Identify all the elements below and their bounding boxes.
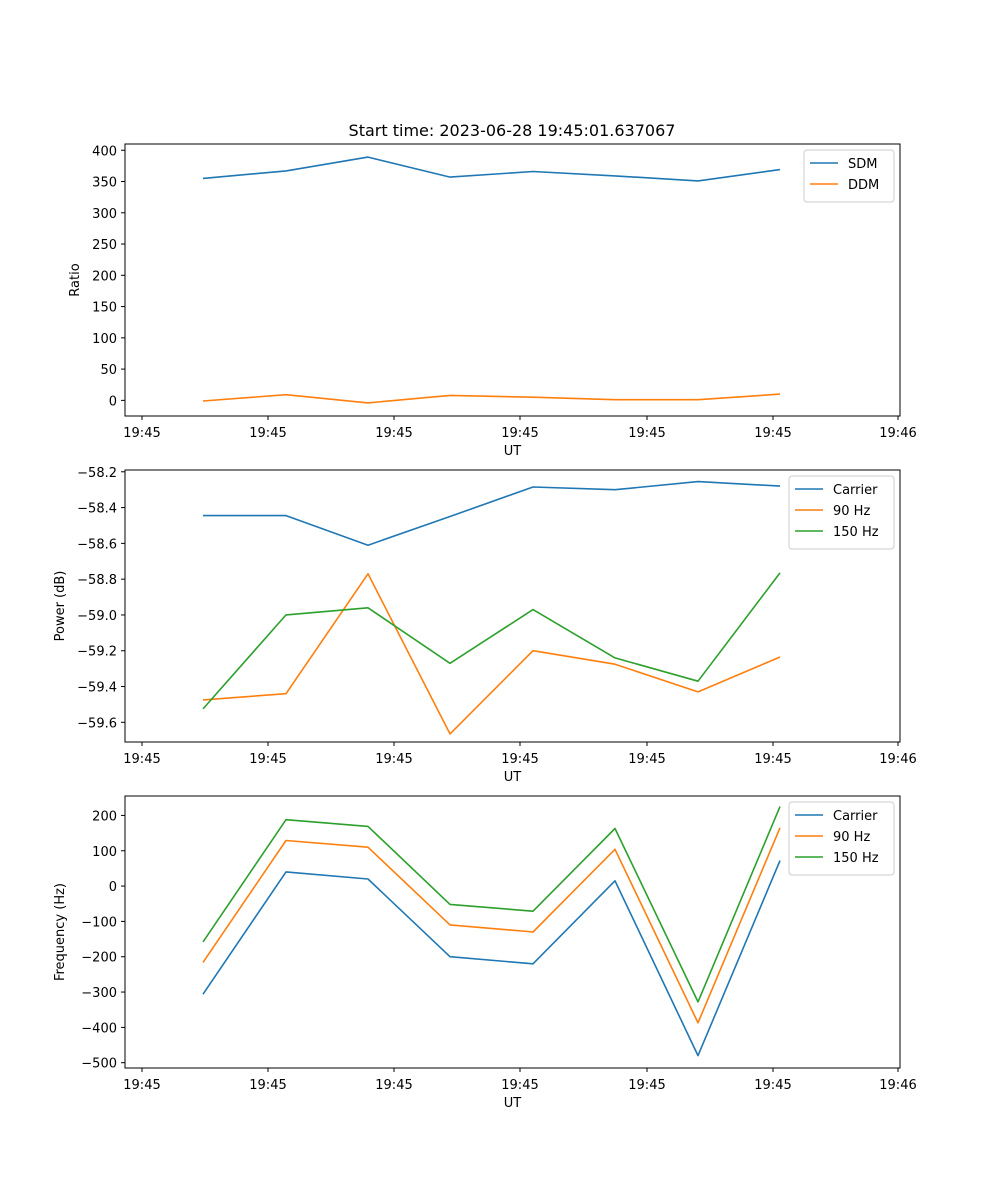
y-tick-label: −59.0 xyxy=(77,609,117,624)
legend-label: 150 Hz xyxy=(833,851,879,866)
x-tick-label: 19:45 xyxy=(501,426,538,441)
y-tick-label: 100 xyxy=(92,332,117,347)
x-tick-label: 19:45 xyxy=(375,752,412,767)
x-tick-label: 19:45 xyxy=(628,426,665,441)
y-tick-label: 300 xyxy=(92,207,117,222)
x-tick-label: 19:45 xyxy=(628,752,665,767)
x-tick-label: 19:45 xyxy=(754,426,791,441)
y-tick-label: −58.4 xyxy=(77,502,117,517)
series-line-150-hz xyxy=(202,806,781,1003)
y-tick-label: 100 xyxy=(92,845,117,860)
legend-label: 90 Hz xyxy=(833,830,870,845)
y-tick-label: −59.6 xyxy=(77,716,117,731)
y-tick-label: −100 xyxy=(81,915,117,930)
x-tick-label: 19:45 xyxy=(501,752,538,767)
x-axis-label: UT xyxy=(504,1096,522,1111)
y-tick-label: 0 xyxy=(109,880,117,895)
y-tick-label: 50 xyxy=(100,363,117,378)
x-tick-label: 19:46 xyxy=(879,426,916,441)
x-tick-label: 19:45 xyxy=(123,426,160,441)
y-axis-label: Frequency (Hz) xyxy=(53,883,68,981)
x-tick-label: 19:46 xyxy=(879,1078,916,1093)
series-line-carrier xyxy=(202,860,781,1057)
axes-frame-1 xyxy=(124,143,901,417)
y-tick-label: 200 xyxy=(92,269,117,284)
x-tick-label: 19:45 xyxy=(249,752,286,767)
y-tick-label: −58.8 xyxy=(77,573,117,588)
x-tick-label: 19:45 xyxy=(123,752,160,767)
legend-label: Carrier xyxy=(833,483,878,498)
legend-label: 150 Hz xyxy=(833,525,879,540)
x-axis-label: UT xyxy=(504,770,522,785)
y-tick-label: −200 xyxy=(81,951,117,966)
x-tick-label: 19:45 xyxy=(375,426,412,441)
y-tick-label: 0 xyxy=(109,394,117,409)
x-tick-label: 19:45 xyxy=(501,1078,538,1093)
y-tick-label: −58.2 xyxy=(77,466,117,481)
y-tick-label: 350 xyxy=(92,176,117,191)
y-tick-label: −400 xyxy=(81,1021,117,1036)
series-line-ddm xyxy=(202,393,781,404)
x-tick-label: 19:45 xyxy=(249,426,286,441)
y-tick-label: −59.2 xyxy=(77,645,117,660)
x-tick-label: 19:45 xyxy=(249,1078,286,1093)
series-line-90-hz xyxy=(202,572,781,735)
chart-title: Start time: 2023-06-28 19:45:01.637067 xyxy=(349,121,676,140)
y-axis-label: Ratio xyxy=(68,263,83,296)
x-tick-label: 19:45 xyxy=(754,752,791,767)
y-tick-label: 200 xyxy=(92,809,117,824)
y-tick-label: −500 xyxy=(81,1057,117,1072)
series-line-sdm xyxy=(202,156,781,182)
x-tick-label: 19:45 xyxy=(123,1078,160,1093)
x-tick-label: 19:46 xyxy=(879,752,916,767)
y-tick-label: −58.6 xyxy=(77,537,117,552)
series-line-150-hz xyxy=(202,572,781,710)
y-axis-label: Power (dB) xyxy=(53,571,68,642)
x-tick-label: 19:45 xyxy=(375,1078,412,1093)
y-tick-label: −300 xyxy=(81,986,117,1001)
y-tick-label: 250 xyxy=(92,238,117,253)
axes-frame-2 xyxy=(124,469,901,743)
series-line-carrier xyxy=(203,480,781,547)
legend-label: SDM xyxy=(848,157,877,172)
y-tick-label: 400 xyxy=(92,144,117,159)
series-line-90-hz xyxy=(202,827,781,1024)
legend-label: DDM xyxy=(848,178,879,193)
y-tick-label: 150 xyxy=(92,301,117,316)
legend-label: 90 Hz xyxy=(833,504,870,519)
x-axis-label: UT xyxy=(504,444,522,459)
axes-frame-3 xyxy=(124,795,901,1069)
x-tick-label: 19:45 xyxy=(628,1078,665,1093)
x-tick-label: 19:45 xyxy=(754,1078,791,1093)
legend-label: Carrier xyxy=(833,809,878,824)
y-tick-label: −59.4 xyxy=(77,681,117,696)
